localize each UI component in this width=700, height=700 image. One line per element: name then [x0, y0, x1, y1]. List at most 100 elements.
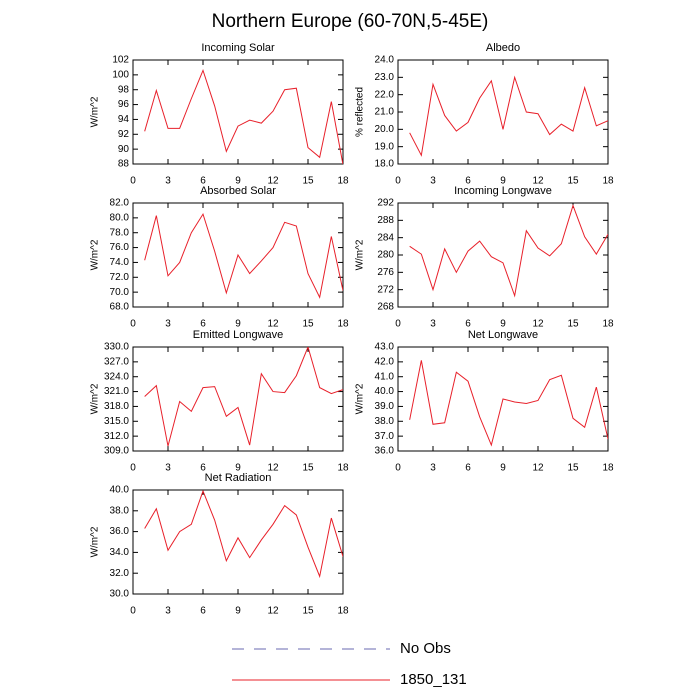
y-tick-label: 76.0: [110, 242, 130, 253]
line-series: [409, 204, 608, 298]
panel: Incoming Solar W/m^2 0 3 6 9 12 15 18 88 90 92 94 96 9…: [90, 42, 349, 187]
x-tick-label: 15: [302, 606, 314, 617]
x-tick-label: 12: [532, 319, 544, 330]
chart-title: Northern Europe (60-70N,5-45E): [212, 11, 489, 32]
y-tick-label: 292: [377, 198, 394, 209]
x-tick-label: 0: [395, 176, 401, 187]
x-tick-label: 12: [267, 463, 279, 474]
x-tick-label: 0: [130, 463, 136, 474]
plot-frame: [132, 59, 344, 165]
y-axis-label: W/m^2: [355, 239, 366, 270]
x-tick-label: 12: [267, 176, 279, 187]
y-axis-label: W/m^2: [355, 383, 366, 414]
x-tick-label: 6: [200, 319, 206, 330]
y-axis-label: % reflected: [355, 87, 366, 137]
y-axis-label: W/m^2: [90, 383, 101, 414]
x-tick-label: 3: [430, 176, 436, 187]
legend-label: 1850_131: [400, 671, 467, 688]
x-tick-label: 3: [430, 463, 436, 474]
legend-label: No Obs: [400, 640, 451, 657]
plot-frame: [397, 202, 609, 308]
y-tick-label: 32.0: [110, 568, 130, 579]
y-tick-label: 36.0: [375, 446, 395, 457]
x-tick-label: 3: [165, 319, 171, 330]
y-tick-label: 82.0: [110, 198, 130, 209]
y-tick-label: 72.0: [110, 272, 130, 283]
y-tick-label: 37.0: [375, 431, 395, 442]
x-tick-label: 12: [267, 319, 279, 330]
x-tick-label: 6: [200, 463, 206, 474]
panel: Albedo % reflected 0 3 6 9 12 15 18 18.0 19.0 20.0 2…: [355, 42, 614, 187]
y-tick-label: 22.0: [375, 89, 395, 100]
panel-title: Albedo: [486, 42, 520, 54]
x-tick-label: 0: [130, 606, 136, 617]
y-tick-label: 20.0: [375, 124, 395, 135]
x-tick-label: 0: [395, 463, 401, 474]
x-tick-label: 12: [532, 463, 544, 474]
y-tick-label: 280: [377, 250, 394, 261]
x-tick-label: 12: [267, 606, 279, 617]
y-tick-label: 43.0: [375, 342, 395, 353]
x-tick-label: 0: [130, 319, 136, 330]
y-tick-label: 24.0: [375, 55, 395, 66]
panel-title: Net Longwave: [468, 329, 538, 341]
plot-frame: [132, 346, 344, 452]
x-tick-label: 15: [567, 319, 579, 330]
y-tick-label: 41.0: [375, 371, 395, 382]
panel-title: Incoming Solar: [201, 42, 275, 54]
x-tick-label: 6: [200, 176, 206, 187]
y-tick-label: 42.0: [375, 356, 395, 367]
plot-frame: [397, 346, 609, 452]
x-tick-label: 15: [567, 176, 579, 187]
y-tick-label: 90: [118, 144, 130, 155]
line-series: [144, 68, 343, 164]
y-axis-label: W/m^2: [90, 526, 101, 557]
panel-title: Emitted Longwave: [193, 329, 284, 341]
panel-title: Net Radiation: [205, 472, 272, 484]
y-tick-label: 327.0: [104, 356, 129, 367]
panel: Net Longwave W/m^2 0 3 6 9 12 15 18 36.0 37.0 38.0 3…: [355, 329, 614, 474]
y-tick-label: 21.0: [375, 107, 395, 118]
y-tick-label: 70.0: [110, 287, 130, 298]
y-tick-label: 96: [118, 99, 130, 110]
y-tick-label: 92: [118, 129, 130, 140]
x-tick-label: 9: [235, 319, 241, 330]
y-tick-label: 36.0: [110, 526, 130, 537]
plot-frame: [132, 489, 344, 595]
panel: Incoming Longwave W/m^2 0 3 6 9 12 15 18 268 272 27…: [355, 185, 614, 330]
x-tick-label: 15: [302, 319, 314, 330]
y-tick-label: 330.0: [104, 342, 129, 353]
y-tick-label: 94: [118, 114, 130, 125]
x-tick-label: 12: [532, 176, 544, 187]
x-tick-label: 9: [500, 319, 506, 330]
panel-title: Absorbed Solar: [200, 185, 276, 197]
y-tick-label: 38.0: [110, 505, 130, 516]
y-tick-label: 309.0: [104, 446, 129, 457]
y-tick-label: 268: [377, 302, 394, 313]
x-tick-label: 3: [165, 176, 171, 187]
y-tick-label: 284: [377, 232, 394, 243]
line-series: [409, 75, 608, 157]
x-tick-label: 6: [200, 606, 206, 617]
y-tick-label: 30.0: [110, 589, 130, 600]
panel-title: Incoming Longwave: [454, 185, 552, 197]
x-tick-label: 18: [337, 606, 349, 617]
y-tick-label: 318.0: [104, 401, 129, 412]
line-series: [144, 490, 343, 579]
line-series: [409, 360, 608, 447]
x-tick-label: 3: [430, 319, 436, 330]
line-series: [144, 347, 343, 447]
plot-frame: [397, 59, 609, 165]
x-tick-label: 18: [337, 319, 349, 330]
panel: Emitted Longwave W/m^2 0 3 6 9 12 15 18 309.0 312.…: [90, 329, 349, 474]
y-tick-label: 272: [377, 284, 394, 295]
y-tick-label: 68.0: [110, 302, 130, 313]
y-tick-label: 98: [118, 84, 130, 95]
x-tick-label: 9: [235, 463, 241, 474]
y-tick-label: 102: [112, 55, 129, 66]
panel: Absorbed Solar W/m^2 0 3 6 9 12 15 18 68.0 70.0 72.…: [90, 185, 349, 330]
x-tick-label: 9: [235, 606, 241, 617]
y-tick-label: 100: [112, 69, 129, 80]
